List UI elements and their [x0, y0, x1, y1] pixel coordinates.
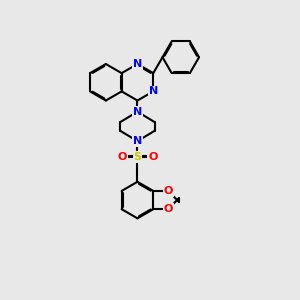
Text: O: O: [118, 152, 127, 162]
Text: N: N: [133, 107, 142, 117]
Text: N: N: [148, 86, 158, 96]
Text: N: N: [133, 136, 142, 146]
Text: O: O: [164, 186, 173, 196]
Text: O: O: [164, 204, 173, 214]
Text: O: O: [148, 152, 158, 162]
Text: N: N: [133, 59, 142, 69]
Text: S: S: [134, 152, 142, 162]
